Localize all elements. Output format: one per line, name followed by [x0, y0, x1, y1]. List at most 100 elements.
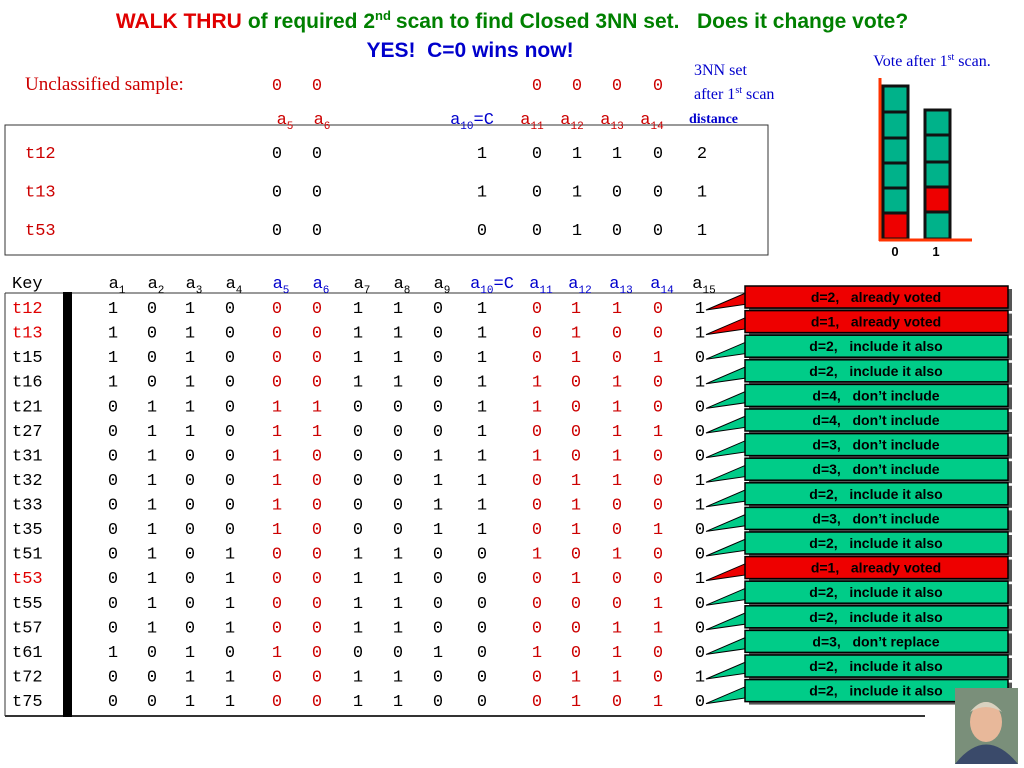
- cell: 1: [612, 644, 622, 663]
- cell: 1: [225, 693, 235, 712]
- callout-text: d=1, already voted: [811, 314, 941, 330]
- cell: 0: [108, 693, 118, 712]
- cell: 0: [393, 447, 403, 466]
- photo-hair: [970, 702, 1002, 712]
- vote-title-sup: st: [948, 52, 955, 63]
- cell: 0: [653, 546, 663, 565]
- cell: 0: [272, 546, 282, 565]
- cell: 0: [108, 546, 118, 565]
- cell: 0: [571, 546, 581, 565]
- cell: 0: [393, 398, 403, 417]
- cell: 0: [653, 447, 663, 466]
- cell: 0: [108, 472, 118, 491]
- cell: 0: [225, 447, 235, 466]
- column-header: a3: [186, 275, 203, 297]
- cell: 0: [433, 374, 443, 393]
- vote-title: Vote after 1st scan.: [873, 52, 990, 70]
- column-sub: 8: [404, 285, 411, 297]
- cell: 1: [147, 472, 157, 491]
- callout-box: [744, 654, 1009, 678]
- cell: 0: [612, 693, 622, 712]
- cell: 1: [147, 447, 157, 466]
- cell: 0: [312, 222, 322, 241]
- cell: 1: [532, 374, 542, 393]
- row-key: t57: [12, 619, 43, 638]
- cell: 1: [225, 595, 235, 614]
- cell: 0: [312, 325, 322, 344]
- cell: 0: [653, 497, 663, 516]
- cell: 0: [477, 595, 487, 614]
- cell: 0: [108, 595, 118, 614]
- cell: 0: [571, 374, 581, 393]
- cell: 0: [653, 570, 663, 589]
- column-sub: 2: [158, 285, 165, 297]
- column-header: a13: [609, 275, 632, 297]
- vote-title-rest: scan.: [958, 53, 990, 70]
- cell: 0: [225, 398, 235, 417]
- column-sub: 11: [540, 285, 554, 297]
- column-header: a7: [354, 275, 371, 297]
- cell: 0: [272, 374, 282, 393]
- cell: 0: [312, 595, 322, 614]
- cell: 0: [695, 546, 705, 565]
- title-lead: WALK THRU: [116, 10, 242, 33]
- column-header: a6: [313, 275, 330, 297]
- cell: 0: [393, 497, 403, 516]
- row-key: t32: [12, 472, 43, 491]
- cell: 0: [312, 184, 322, 203]
- column-sub: 7: [364, 285, 371, 297]
- cell: 0: [612, 497, 622, 516]
- cell: 1: [147, 595, 157, 614]
- cell: 0: [353, 521, 363, 540]
- cell: 1: [272, 644, 282, 663]
- cell: 0: [108, 497, 118, 516]
- column-base: a: [520, 111, 530, 130]
- cell: 0: [695, 693, 705, 712]
- cell: 1: [393, 693, 403, 712]
- cell: 1: [185, 423, 195, 442]
- cell: 0: [312, 497, 322, 516]
- vote-cell: [923, 160, 952, 189]
- callout-box: [744, 432, 1009, 457]
- cell: 0: [185, 497, 195, 516]
- cell: 0: [312, 145, 322, 164]
- cell: 0: [433, 546, 443, 565]
- cell: 1: [695, 325, 705, 344]
- column-base: a: [450, 111, 460, 130]
- distance-label: distance: [689, 112, 738, 127]
- title-sup: nd: [375, 8, 391, 23]
- cell: 0: [272, 300, 282, 319]
- title-rest: scan to find Closed 3NN set. Does it cha…: [396, 10, 908, 33]
- cell: 1: [612, 374, 622, 393]
- cell: 1: [571, 300, 581, 319]
- cell: 1: [477, 374, 487, 393]
- cell: 0: [185, 447, 195, 466]
- cell: 0: [272, 325, 282, 344]
- row-key: t55: [12, 595, 43, 614]
- cell: 1: [612, 300, 622, 319]
- callout-text: d=4, don’t include: [812, 412, 939, 428]
- cell: 2: [697, 145, 707, 164]
- cell: 0: [433, 398, 443, 417]
- column-header: a5: [273, 275, 290, 297]
- cell: 0: [532, 145, 542, 164]
- cell: 0: [312, 472, 322, 491]
- column-base: a: [568, 275, 578, 294]
- cell: 0: [532, 184, 542, 203]
- cell: 1: [272, 447, 282, 466]
- cell: 0: [612, 222, 622, 241]
- cell: 1: [108, 325, 118, 344]
- column-header: a14: [640, 111, 664, 133]
- cell: 1: [572, 184, 582, 203]
- cell: 0: [612, 595, 622, 614]
- cell: 0: [108, 521, 118, 540]
- cell: 0: [353, 644, 363, 663]
- column-sub: 3: [196, 285, 203, 297]
- cell: 1: [272, 423, 282, 442]
- cell: 1: [571, 497, 581, 516]
- cell: 1: [572, 222, 582, 241]
- column-base: a: [470, 275, 480, 294]
- cell: 0: [695, 349, 705, 368]
- cell: 1: [477, 472, 487, 491]
- column-header: a4: [226, 275, 243, 297]
